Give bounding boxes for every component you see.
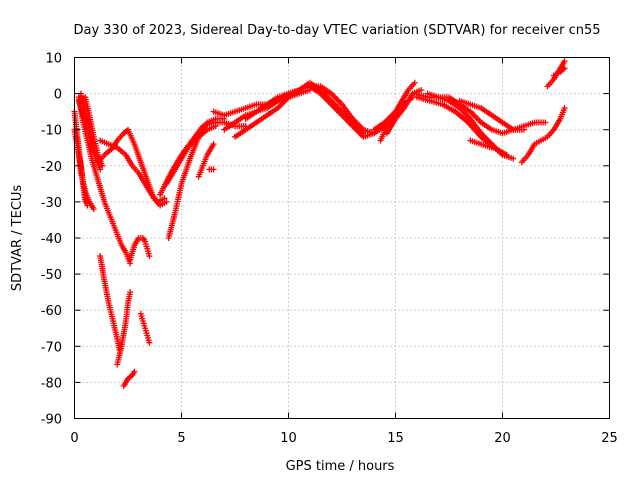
x-tick-label: 15 bbox=[387, 431, 404, 446]
series-track-12 bbox=[114, 289, 134, 368]
series-track-28 bbox=[413, 94, 510, 158]
data-point-marker bbox=[510, 155, 517, 162]
data-point-marker bbox=[90, 206, 97, 213]
y-tick-label: -20 bbox=[41, 160, 62, 175]
y-tick-label: -90 bbox=[41, 413, 62, 428]
data-point-marker bbox=[542, 119, 549, 126]
data-point-marker bbox=[97, 166, 104, 173]
data-point-marker bbox=[418, 86, 425, 93]
axis-ticks bbox=[74, 57, 610, 419]
x-tick-label: 20 bbox=[494, 431, 511, 446]
x-tick-label: 25 bbox=[601, 431, 618, 446]
series-track-11 bbox=[97, 253, 123, 353]
data-point-marker bbox=[127, 289, 134, 296]
data-point-marker bbox=[131, 368, 138, 375]
series-track-32 bbox=[518, 105, 568, 166]
data-point-marker bbox=[210, 141, 217, 148]
y-tick-label: 0 bbox=[54, 88, 62, 103]
data-point-marker bbox=[561, 58, 568, 65]
x-tick-label: 10 bbox=[280, 431, 297, 446]
data-point-marker bbox=[561, 65, 568, 72]
series-track-26 bbox=[383, 86, 425, 137]
series-track-3 bbox=[73, 133, 97, 213]
y-tick-label: -60 bbox=[41, 304, 62, 319]
data-point-marker bbox=[146, 339, 153, 346]
y-tick-label: 10 bbox=[45, 52, 62, 67]
data-point-marker bbox=[212, 123, 219, 130]
x-axis-label: GPS time / hours bbox=[286, 459, 395, 474]
y-tick-label: -50 bbox=[41, 268, 62, 283]
series-track-13 bbox=[120, 368, 138, 390]
y-tick-label: -40 bbox=[41, 232, 62, 247]
data-point-marker bbox=[561, 105, 568, 112]
y-tick-label: -70 bbox=[41, 340, 62, 355]
chart-title: Day 330 of 2023, Sidereal Day-to-day VTE… bbox=[73, 23, 600, 38]
y-axis-label: SDTVAR / TECUs bbox=[10, 185, 25, 292]
data-point-marker bbox=[520, 126, 527, 133]
series-track-14 bbox=[137, 310, 153, 346]
data-point-marker bbox=[99, 162, 106, 169]
data-point-marker bbox=[146, 253, 153, 260]
y-tick-label: -10 bbox=[41, 124, 62, 139]
series-track-9 bbox=[97, 137, 168, 205]
data-point-marker bbox=[488, 144, 495, 151]
x-tick-label: 5 bbox=[177, 431, 185, 446]
series-track-34 bbox=[550, 65, 568, 79]
y-tick-label: -80 bbox=[41, 376, 62, 391]
series-track-18 bbox=[195, 141, 217, 180]
data-series bbox=[71, 58, 568, 390]
series-track-19 bbox=[206, 166, 217, 173]
x-tick-label: 0 bbox=[70, 431, 78, 446]
data-point-marker bbox=[503, 151, 510, 158]
series-track-23 bbox=[242, 83, 388, 137]
data-point-marker bbox=[210, 166, 217, 173]
x-tick-labels: 0 5 10 15 20 25 bbox=[70, 431, 617, 446]
series-track-29 bbox=[424, 90, 549, 137]
y-tick-label: -30 bbox=[41, 196, 62, 211]
y-tick-labels: 10 0 -10 -20 -30 -40 -50 -60 -70 -80 -90 bbox=[41, 52, 62, 428]
data-point-marker bbox=[163, 198, 170, 205]
data-point-marker bbox=[161, 195, 168, 202]
series-track-10 bbox=[127, 235, 153, 263]
series-track-30 bbox=[456, 97, 527, 133]
data-point-marker bbox=[411, 79, 418, 86]
series-track-31 bbox=[467, 137, 495, 151]
series-track-17 bbox=[163, 123, 219, 187]
